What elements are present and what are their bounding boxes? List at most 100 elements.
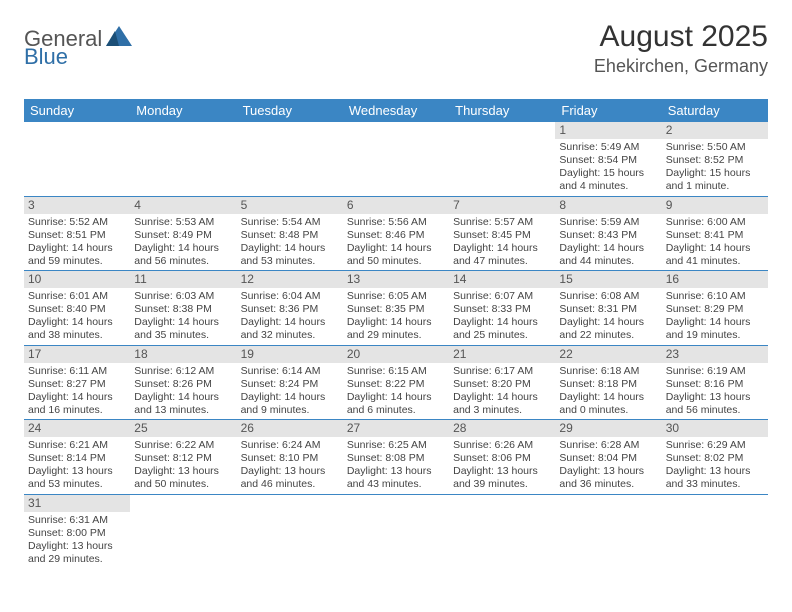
sunset-line: Sunset: 8:52 PM [666,154,764,167]
day-number: 4 [130,197,236,214]
day-number: 25 [130,420,236,437]
sunset-line: Sunset: 8:06 PM [453,452,551,465]
day-number: 22 [555,346,661,363]
day-header: Thursday [449,99,555,122]
day-number: 1 [555,122,661,139]
sunset-line: Sunset: 8:18 PM [559,378,657,391]
sunrise-line: Sunrise: 5:56 AM [347,216,445,229]
calendar-day-cell: 15Sunrise: 6:08 AMSunset: 8:31 PMDayligh… [555,271,661,346]
daylight-line: Daylight: 13 hours and 53 minutes. [28,465,126,491]
day-header: Saturday [662,99,768,122]
sunrise-line: Sunrise: 6:21 AM [28,439,126,452]
sunrise-line: Sunrise: 6:03 AM [134,290,232,303]
calendar-empty-cell [130,494,236,568]
sunset-line: Sunset: 8:27 PM [28,378,126,391]
day-number: 9 [662,197,768,214]
calendar-day-cell: 13Sunrise: 6:05 AMSunset: 8:35 PMDayligh… [343,271,449,346]
day-number: 15 [555,271,661,288]
day-number: 28 [449,420,555,437]
calendar-week-row: 1Sunrise: 5:49 AMSunset: 8:54 PMDaylight… [24,122,768,196]
sunset-line: Sunset: 8:38 PM [134,303,232,316]
sunset-line: Sunset: 8:14 PM [28,452,126,465]
title-block: August 2025 Ehekirchen, Germany [594,20,768,77]
daylight-line: Daylight: 13 hours and 39 minutes. [453,465,551,491]
day-number: 11 [130,271,236,288]
sunset-line: Sunset: 8:20 PM [453,378,551,391]
day-number: 29 [555,420,661,437]
day-number: 6 [343,197,449,214]
header: General August 2025 Ehekirchen, Germany [24,20,768,77]
calendar-empty-cell [662,494,768,568]
sunset-line: Sunset: 8:46 PM [347,229,445,242]
daylight-line: Daylight: 13 hours and 56 minutes. [666,391,764,417]
calendar-day-cell: 25Sunrise: 6:22 AMSunset: 8:12 PMDayligh… [130,420,236,495]
calendar-week-row: 31 Sunrise: 6:31 AMSunset: 8:00 PMDayligh… [24,494,768,568]
sunset-line: Sunset: 8:45 PM [453,229,551,242]
calendar-day-cell: 31 Sunrise: 6:31 AMSunset: 8:00 PMDayligh… [24,494,130,568]
day-number: 2 [662,122,768,139]
daylight-line: Daylight: 14 hours and 53 minutes. [241,242,339,268]
calendar-empty-cell [343,494,449,568]
sunset-line: Sunset: 8:54 PM [559,154,657,167]
day-number: 30 [662,420,768,437]
sunrise-line: Sunrise: 6:29 AM [666,439,764,452]
sunrise-line: Sunrise: 5:57 AM [453,216,551,229]
calendar-day-cell: 12Sunrise: 6:04 AMSunset: 8:36 PMDayligh… [237,271,343,346]
calendar-day-cell: 19Sunrise: 6:14 AMSunset: 8:24 PMDayligh… [237,345,343,420]
sunrise-line: Sunrise: 6:28 AM [559,439,657,452]
daylight-line: Daylight: 14 hours and 56 minutes. [134,242,232,268]
calendar-day-cell: 30 Sunrise: 6:29 AMSunset: 8:02 PMDayligh… [662,420,768,495]
calendar-week-row: 24Sunrise: 6:21 AMSunset: 8:14 PMDayligh… [24,420,768,495]
day-header: Wednesday [343,99,449,122]
day-number: 27 [343,420,449,437]
sunset-line: Sunset: 8:41 PM [666,229,764,242]
calendar-empty-cell [449,122,555,196]
day-number: 12 [237,271,343,288]
day-number: 18 [130,346,236,363]
sunset-line: Sunset: 8:02 PM [666,452,764,465]
sunrise-line: Sunrise: 6:25 AM [347,439,445,452]
daylight-line: Daylight: 13 hours and 29 minutes. [28,540,126,566]
daylight-line: Daylight: 14 hours and 41 minutes. [666,242,764,268]
calendar-day-cell: 18Sunrise: 6:12 AMSunset: 8:26 PMDayligh… [130,345,236,420]
calendar-day-cell: 22Sunrise: 6:18 AMSunset: 8:18 PMDayligh… [555,345,661,420]
sunrise-line: Sunrise: 6:11 AM [28,365,126,378]
day-number: 13 [343,271,449,288]
sunrise-line: Sunrise: 6:17 AM [453,365,551,378]
month-title: August 2025 [594,20,768,54]
calendar-body: 1Sunrise: 5:49 AMSunset: 8:54 PMDaylight… [24,122,768,568]
sunset-line: Sunset: 8:12 PM [134,452,232,465]
daylight-line: Daylight: 15 hours and 1 minute. [666,167,764,193]
daylight-line: Daylight: 14 hours and 9 minutes. [241,391,339,417]
sunset-line: Sunset: 8:16 PM [666,378,764,391]
daylight-line: Daylight: 14 hours and 3 minutes. [453,391,551,417]
calendar-empty-cell [24,122,130,196]
sunset-line: Sunset: 8:29 PM [666,303,764,316]
calendar-empty-cell [343,122,449,196]
calendar-day-cell: 5Sunrise: 5:54 AMSunset: 8:48 PMDaylight… [237,196,343,271]
calendar-day-cell: 26Sunrise: 6:24 AMSunset: 8:10 PMDayligh… [237,420,343,495]
daylight-line: Daylight: 14 hours and 16 minutes. [28,391,126,417]
daylight-line: Daylight: 14 hours and 25 minutes. [453,316,551,342]
sunrise-line: Sunrise: 6:04 AM [241,290,339,303]
sunrise-line: Sunrise: 6:15 AM [347,365,445,378]
day-header-row: SundayMondayTuesdayWednesdayThursdayFrid… [24,99,768,122]
calendar-day-cell: 14Sunrise: 6:07 AMSunset: 8:33 PMDayligh… [449,271,555,346]
day-number: 31 [24,495,130,512]
calendar-day-cell: 6Sunrise: 5:56 AMSunset: 8:46 PMDaylight… [343,196,449,271]
sunrise-line: Sunrise: 6:31 AM [28,514,126,527]
daylight-line: Daylight: 13 hours and 33 minutes. [666,465,764,491]
sunrise-line: Sunrise: 6:05 AM [347,290,445,303]
sunset-line: Sunset: 8:10 PM [241,452,339,465]
logo-mark-icon [106,26,132,52]
daylight-line: Daylight: 15 hours and 4 minutes. [559,167,657,193]
daylight-line: Daylight: 14 hours and 47 minutes. [453,242,551,268]
day-number: 17 [24,346,130,363]
sunrise-line: Sunrise: 6:18 AM [559,365,657,378]
sunset-line: Sunset: 8:00 PM [28,527,126,540]
calendar-table: SundayMondayTuesdayWednesdayThursdayFrid… [24,99,768,568]
daylight-line: Daylight: 14 hours and 29 minutes. [347,316,445,342]
sunrise-line: Sunrise: 5:52 AM [28,216,126,229]
day-number: 23 [662,346,768,363]
daylight-line: Daylight: 14 hours and 13 minutes. [134,391,232,417]
